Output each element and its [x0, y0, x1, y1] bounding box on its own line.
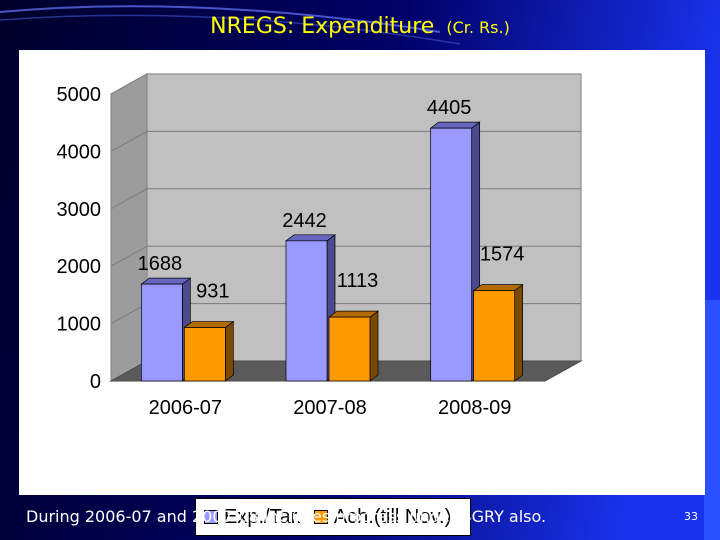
chart-legend: Exp./Tar. Ach.(till Nov.)	[195, 498, 471, 536]
y-axis-ticks: 0 1000 2000 3000 4000 5000	[57, 84, 102, 393]
legend-item-ach: Ach.(till Nov.)	[313, 505, 452, 529]
data-label: 1574	[480, 244, 525, 266]
y-tick-label: 0	[90, 371, 101, 393]
bar-top	[429, 121, 481, 129]
y-tick-label: 2000	[57, 256, 102, 278]
legend-label-ach: Ach.(till Nov.)	[333, 505, 452, 528]
data-label: 2442	[282, 210, 327, 232]
bar-front	[430, 127, 473, 382]
slide-title: NREGS: Expenditure (Cr. Rs.)	[0, 14, 720, 39]
bar-front	[140, 283, 183, 382]
y-tick-label: 1000	[57, 314, 102, 336]
legend-label-exp: Exp./Tar.	[224, 505, 302, 528]
bar-side	[224, 320, 234, 382]
data-labels: 1688 931 2442 1113 4405 1574	[138, 97, 525, 302]
bar-top	[284, 234, 337, 242]
bar-side	[514, 283, 524, 382]
data-label: 931	[196, 281, 229, 303]
legend-swatch-ach	[313, 510, 328, 524]
bar-front	[285, 240, 328, 382]
y-tick-label: 4000	[57, 141, 102, 163]
title-unit: (Cr. Rs.)	[446, 18, 510, 37]
x-tick-label: 2006-07	[149, 397, 222, 419]
bar-side	[369, 310, 379, 382]
y-tick-label: 5000	[57, 84, 102, 106]
x-tick-label: 2007-08	[293, 397, 366, 419]
data-label: 4405	[427, 97, 472, 119]
legend-swatch-exp	[204, 510, 218, 524]
bar-front	[328, 316, 371, 382]
data-label: 1688	[138, 253, 183, 275]
footer-note: During 2006-07 and 2007-08 includes prog…	[26, 507, 547, 526]
data-label: 1113	[337, 270, 379, 292]
page-number: 33	[684, 510, 698, 523]
bar-top	[140, 277, 192, 285]
bar-chart: 0 1000 2000 3000 4000 5000 2006-07 2007-08 2008…	[57, 73, 583, 419]
bar-front	[473, 290, 516, 382]
bar-top	[472, 284, 524, 292]
x-axis-categories: 2006-07 2007-08 2008-09	[149, 397, 512, 419]
bar-top	[327, 310, 380, 318]
chart-panel: 0 1000 2000 3000 4000 5000 2006-07 2007-08 2008…	[19, 50, 705, 536]
bar-top	[183, 321, 235, 328]
chart-bars	[140, 121, 524, 382]
legend-item-exp: Exp./Tar.	[204, 506, 302, 529]
bar-front	[183, 327, 226, 382]
title-text: NREGS: Expenditure	[210, 14, 435, 39]
y-tick-label: 3000	[57, 199, 102, 221]
gridline	[110, 73, 581, 95]
x-tick-label: 2008-09	[438, 397, 511, 419]
